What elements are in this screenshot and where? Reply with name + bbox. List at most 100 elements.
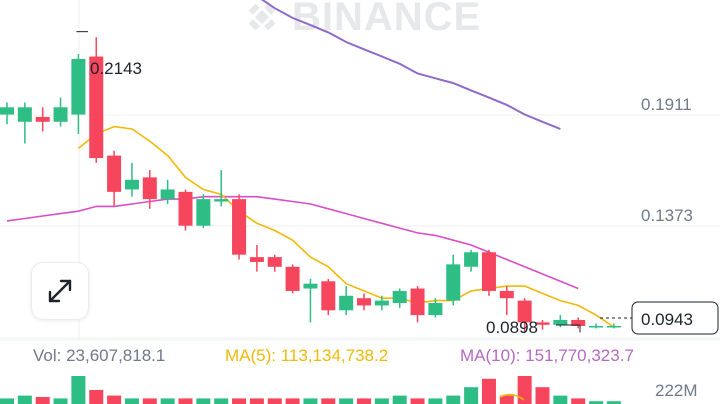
candle <box>53 97 68 127</box>
volume-bar <box>464 387 479 404</box>
expand-arrows-icon <box>48 279 72 303</box>
ma-long-line <box>260 0 561 130</box>
candle-body <box>71 58 86 115</box>
candle <box>464 249 479 272</box>
candle-body <box>124 179 139 190</box>
candle <box>0 102 14 125</box>
volume-bar <box>107 395 122 404</box>
binance-logo-icon <box>248 3 276 31</box>
volume-bar <box>89 390 104 404</box>
volume-bar <box>249 398 264 404</box>
volume-bar <box>142 398 157 404</box>
candle-body <box>142 177 157 200</box>
candle <box>249 245 264 272</box>
candles <box>0 37 621 333</box>
current-price-label: 0.0943 <box>641 310 693 329</box>
candle <box>589 323 604 329</box>
candle-body <box>553 319 568 325</box>
volume-bar <box>357 398 371 404</box>
volume-bar <box>71 376 86 404</box>
candle <box>428 298 443 318</box>
volume-bar <box>410 398 425 404</box>
legend-ma10: MA(10): 151,770,323.7 <box>460 346 634 365</box>
candle <box>321 278 336 316</box>
candle-body <box>107 155 122 192</box>
candle <box>232 194 247 260</box>
y-tick-label: 0.1373 <box>641 206 693 225</box>
expand-button[interactable] <box>31 262 89 320</box>
volume-bar <box>374 398 389 404</box>
annotations: 0.2143 0.0898 <box>76 31 581 337</box>
volume-bar <box>35 397 50 404</box>
volume-ma-line <box>499 393 525 401</box>
candle-body <box>464 252 479 267</box>
volume-bar <box>232 398 247 404</box>
candle-body <box>53 107 68 122</box>
candle-body <box>89 56 104 159</box>
legend-ma5: MA(5): 113,134,738.2 <box>225 346 388 365</box>
candle <box>196 194 211 229</box>
volume-bar <box>53 398 68 404</box>
volume-legend: Vol: 23,607,818.1 MA(5): 113,134,738.2 M… <box>33 346 634 365</box>
candle <box>339 286 354 316</box>
candle-body <box>499 290 514 299</box>
candle-body <box>178 191 193 226</box>
candle <box>374 295 389 311</box>
candle-body <box>571 319 586 326</box>
candle <box>71 54 86 134</box>
current-price-box <box>631 301 719 335</box>
candle <box>606 323 621 329</box>
candle-body <box>214 199 229 202</box>
candle-body <box>267 257 282 267</box>
candle <box>89 37 104 163</box>
candle <box>124 162 139 197</box>
candle-body <box>232 199 247 255</box>
low-price-annotation: 0.0898 <box>486 318 538 337</box>
candle <box>446 254 461 306</box>
candle <box>214 170 229 207</box>
volume-bar <box>571 398 586 404</box>
candle-body <box>160 189 175 200</box>
candle-body <box>17 107 32 122</box>
volume-bar <box>446 395 461 404</box>
moving-averages <box>6 0 615 328</box>
candle-body <box>35 116 50 122</box>
binance-watermark: BINANCE <box>248 0 481 39</box>
volume-bar <box>535 387 550 404</box>
volume-bar <box>196 398 211 404</box>
watermark-text: BINANCE <box>292 0 481 39</box>
candle-body <box>285 266 300 291</box>
volume-bar <box>589 401 604 404</box>
candle-body <box>339 295 354 311</box>
candle <box>178 189 193 231</box>
candle-body <box>249 257 264 262</box>
volume-bar <box>481 378 496 404</box>
candle <box>35 107 50 132</box>
volume-bar <box>339 398 354 404</box>
price-axis: 0.1911 0.1373 <box>641 95 693 225</box>
candle-body <box>517 300 532 323</box>
volume-bar <box>428 398 443 404</box>
volume-bar <box>392 395 407 404</box>
candle <box>17 102 32 144</box>
y-tick-label: 0.1911 <box>641 95 692 114</box>
candle-body <box>428 303 443 316</box>
candle <box>357 293 371 311</box>
candle <box>267 254 282 272</box>
candle-body <box>410 288 425 316</box>
candle <box>285 264 300 294</box>
candle-body <box>606 325 621 328</box>
volume-axis-label: 222M <box>655 381 698 400</box>
candle-body <box>481 252 496 291</box>
candle <box>107 150 122 207</box>
candle-body <box>589 325 604 328</box>
candle <box>142 170 157 209</box>
volume-bar <box>517 376 532 404</box>
volume-bar <box>285 398 300 404</box>
volume-bar <box>160 398 175 404</box>
candle-body <box>321 281 336 311</box>
legend-vol: Vol: 23,607,818.1 <box>33 346 165 365</box>
candle-body <box>446 264 461 301</box>
